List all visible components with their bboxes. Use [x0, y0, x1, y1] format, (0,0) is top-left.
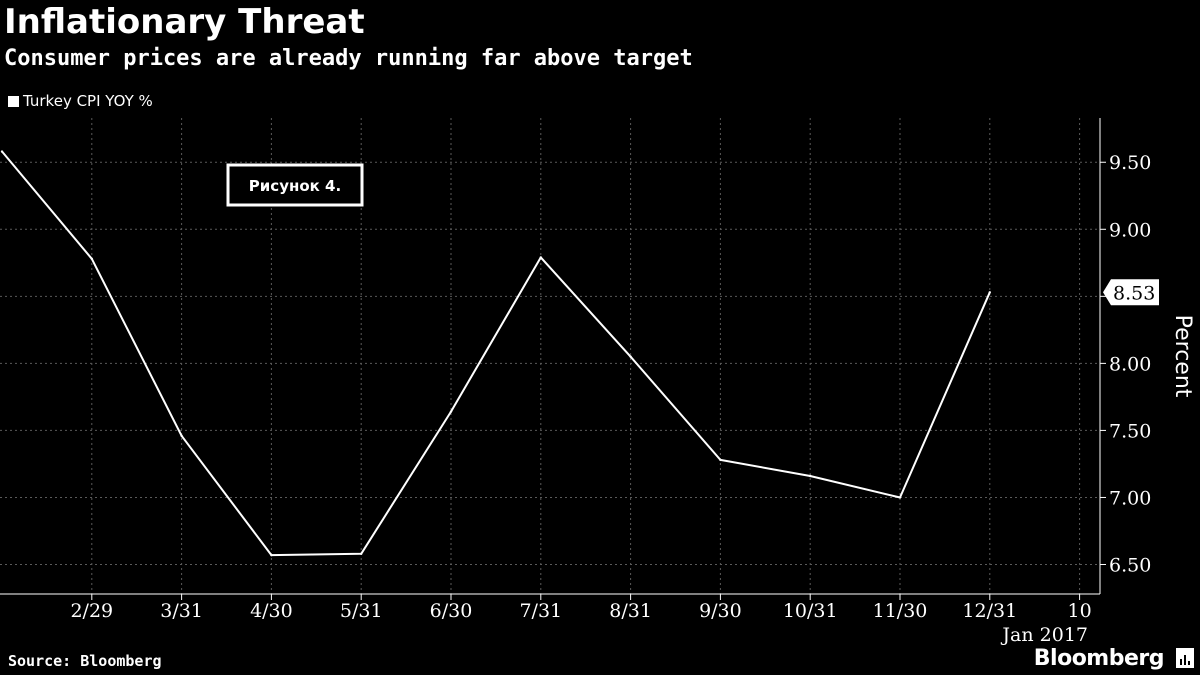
data-point-6: [539, 256, 542, 259]
y-tick-label-2: 7.50: [1109, 420, 1151, 442]
axes: [0, 118, 1101, 595]
data-point-10: [898, 496, 902, 499]
x-tick-label-11: 10: [1068, 600, 1092, 622]
y-tick-label-0: 6.50: [1109, 555, 1151, 577]
bloomberg-terminal-icon: [1176, 648, 1194, 668]
x-tick-label-6: 8/31: [609, 600, 652, 622]
data-point-1: [90, 257, 94, 260]
x-tick-label-10: 12/31: [962, 600, 1017, 622]
data-point-11: [988, 291, 991, 294]
source-note: Source: Bloomberg: [8, 652, 162, 670]
y-tick-label-6: 9.50: [1109, 152, 1151, 174]
x-tick-label-1: 3/31: [160, 600, 203, 622]
x-tick-label-0: 2/29: [70, 600, 113, 622]
last-value-marker: 8.53: [1103, 279, 1159, 306]
data-point-8: [719, 458, 722, 462]
x-tick-label-7: 9/30: [699, 600, 742, 622]
x-tick-label-3: 5/31: [340, 600, 383, 622]
data-point-0: [0, 150, 4, 153]
grid-lines: [0, 118, 1100, 594]
x-tick-label-5: 7/31: [519, 600, 562, 622]
legend-label: Turkey CPI YOY %: [23, 92, 153, 110]
x-secondary-label: Jan 2017: [1000, 624, 1088, 646]
x-ticks: 2/29 3/31 4/30 5/31 6/30 7/31 8/31 9/30 10/31 11/…: [70, 594, 1092, 646]
last-value-label: 8.53: [1113, 282, 1155, 304]
brand-logo-text: Bloomberg: [1033, 646, 1165, 671]
series-line-turkey-cpi: [1, 150, 991, 557]
y-tick-label-5: 9.00: [1109, 219, 1151, 241]
annotation-text: Рисунок 4.: [249, 177, 341, 195]
annotation-frame: [226, 163, 364, 207]
y-ticks: 6.507.007.508.008.509.009.50: [1100, 152, 1151, 577]
chart-subtitle: Consumer prices are already running far …: [4, 46, 693, 71]
chart-title: Inflationary Threat: [4, 2, 365, 42]
legend: Turkey CPI YOY %: [8, 92, 153, 110]
last-value-box: [1103, 279, 1159, 306]
legend-swatch: [8, 95, 19, 107]
data-point-7: [629, 355, 632, 358]
x-tick-label-9: 11/30: [873, 600, 928, 622]
y-axis-label: Percent: [1170, 315, 1195, 398]
y-tick-label-1: 7.00: [1109, 487, 1151, 509]
data-point-9: [809, 474, 812, 478]
y-tick-label-3: 8.00: [1109, 353, 1151, 375]
annotation-box: Рисунок 4.: [226, 163, 364, 207]
data-point-5: [449, 410, 453, 413]
data-point-4: [360, 552, 363, 555]
x-tick-label-8: 10/31: [783, 600, 838, 622]
data-point-3: [270, 553, 273, 557]
x-tick-label-2: 4/30: [250, 600, 293, 622]
data-points: [0, 150, 991, 557]
x-tick-label-4: 6/30: [430, 600, 473, 622]
data-point-2: [180, 434, 183, 437]
